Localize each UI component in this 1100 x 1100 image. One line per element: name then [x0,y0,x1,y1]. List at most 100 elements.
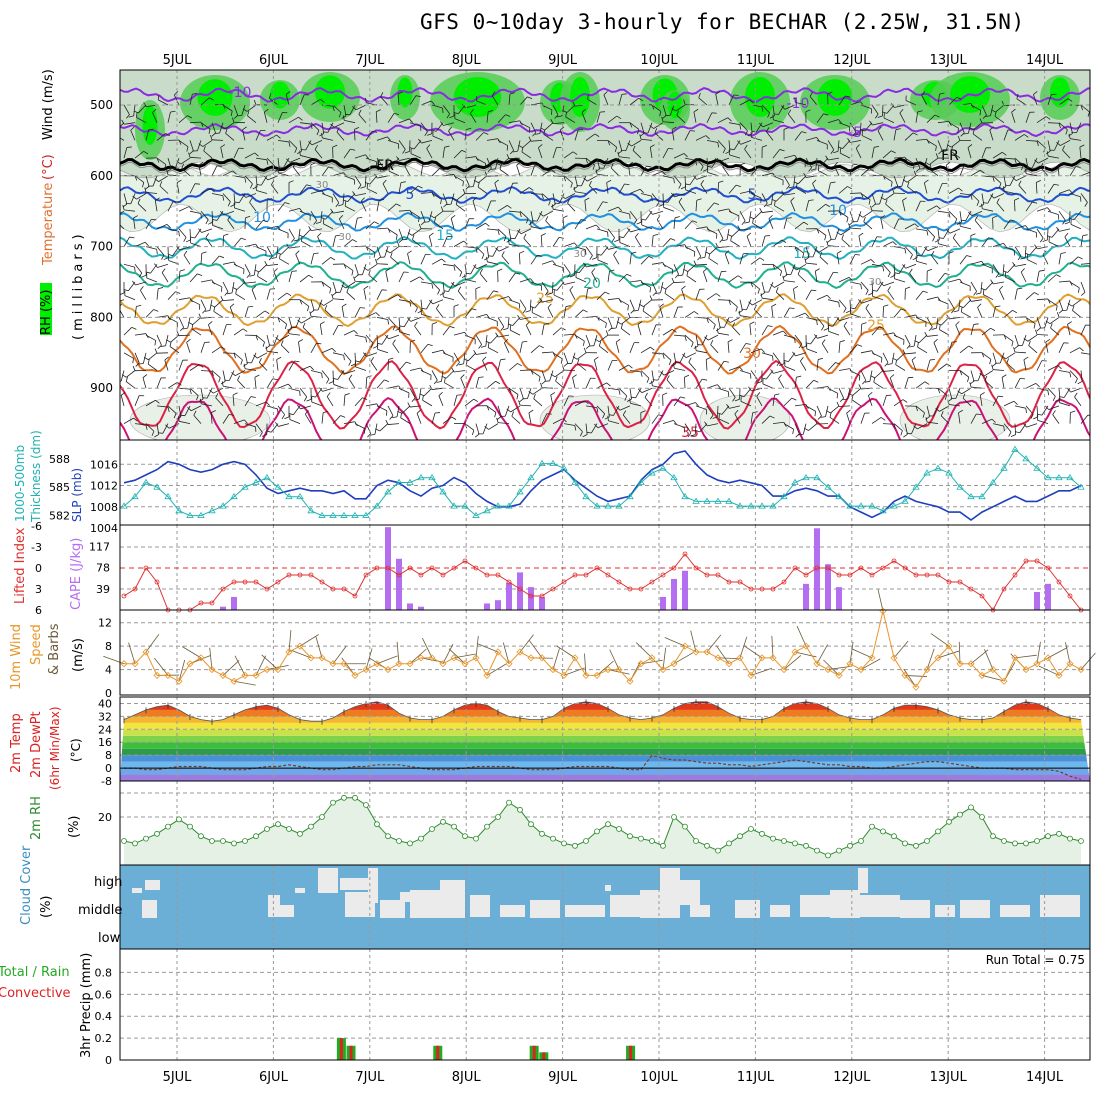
wind-barb-flag [313,252,319,255]
wind-barb [1006,362,1016,371]
wind-barb [266,157,275,167]
wind-barb [178,334,191,337]
wind-barb-flag [749,99,754,104]
wind-barb [699,423,708,433]
wind-barb [774,281,785,288]
wind-barb [222,281,229,292]
wind-barb-flag [126,146,132,148]
wind-barb-flag [827,324,833,327]
wind-barb-flag [847,186,853,190]
wind-barb [662,328,673,336]
wind-barb [802,423,807,435]
wind-barb-flag [545,216,549,221]
wind-barb-flag [169,341,172,347]
wind-barb-flag [227,215,231,221]
rh2m-point [814,847,820,854]
wind-barb-flag [651,380,653,386]
thickness-point [494,502,502,509]
wind-barb [665,281,675,290]
wind-barb-flag [481,254,485,260]
wind-barb [928,157,939,166]
li-point [594,565,600,571]
wind-barb-flag [1017,255,1022,261]
wind-barb-flag [407,402,411,408]
wind-barb [651,235,654,247]
wind-barb-flag [310,162,316,166]
wind-barb [167,157,172,169]
wind-barb [649,147,653,159]
thickness-point [1011,445,1019,452]
wind-barb [775,193,785,202]
wind-barb-flag [296,150,302,155]
wind-barb-flag [992,363,997,367]
wind-barb [1003,219,1011,230]
wind-barb-flag [999,285,1004,291]
wind-barb [255,157,267,161]
wind-barb [387,317,396,326]
wind-barb [607,297,619,301]
wind-barb [695,405,707,410]
wind-barb-flag [173,413,177,419]
wind-barb-flag [839,397,844,403]
li-point [605,572,611,578]
cloud-block [960,900,990,918]
wind-barb [872,122,884,126]
cape-bar [528,587,534,610]
wind-barb [123,327,133,336]
wind-barb-flag [1010,434,1016,438]
wind-barb-flag [804,312,809,317]
thickness-point [1055,474,1063,481]
wind-barb-flag [633,309,639,312]
wind-barb [232,394,235,406]
wind-barb-flag [760,348,765,353]
wind-barb [591,272,598,283]
li-ytick: -6 [31,520,42,533]
wind-barb [992,423,1004,427]
temp-band [120,755,1090,762]
wind-barb [598,334,609,343]
wind-barb-flag [264,108,269,113]
wind-barb-flag [808,167,812,172]
wind-barb [893,264,896,276]
wind-barb-flag [348,361,352,366]
wind-barb-flag [966,255,972,258]
wind-barb-flag [1013,347,1016,353]
wind-barb [687,263,697,272]
wind-barb-flag [1008,431,1012,437]
wind-barb [327,122,334,133]
wind-barb-flag [909,254,913,260]
precip-ytick: 0.4 [95,1010,113,1023]
wind-barb-flag [373,252,376,258]
wind-barb-flag [700,166,704,172]
wind-barb-flag [611,237,615,243]
wind-barb [996,202,1005,212]
wind-barb-flag [715,157,719,163]
wind-barb-flag [308,226,312,231]
wind-barb [486,290,494,300]
wind-barb-flag [495,380,501,385]
wind-barb [955,324,961,336]
wind-barb [1014,225,1026,230]
wind-barb-flag [833,271,839,274]
wind10-point [560,671,568,679]
wind-barb-flag [1052,396,1056,402]
wind-barb-flag [661,171,666,176]
wind-barb-flag [1040,162,1044,168]
wind-barb [332,104,342,113]
wind-barb [746,236,752,247]
wind-barb [992,243,1004,247]
wind-barb-flag [639,132,645,137]
wind-barb-flag [344,393,350,396]
wind-barb [830,405,840,414]
rh2m-point [385,833,391,840]
wind-barb-flag [989,126,994,131]
wind-barb [1072,310,1082,318]
wind-barb [382,183,389,194]
li-point [550,586,556,592]
wind-barb [618,183,625,194]
wind-barb-flag [367,433,372,438]
wind-barb-flag [550,373,556,378]
wind-barb [120,210,125,214]
li-point [220,586,226,592]
wind-barb [201,403,213,407]
